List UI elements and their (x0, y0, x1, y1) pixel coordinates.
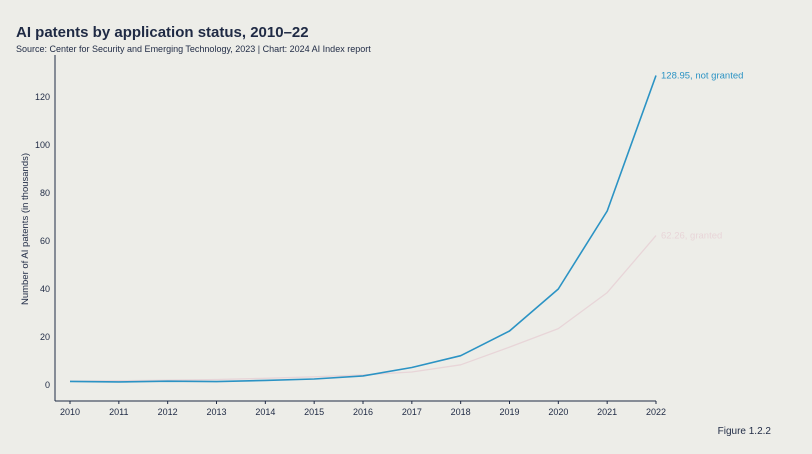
chart-title: AI patents by application status, 2010–2… (16, 24, 309, 41)
x-tick-label: 2016 (353, 407, 373, 417)
x-tick-label: 2015 (304, 407, 324, 417)
x-tick-label: 2011 (109, 407, 128, 417)
x-tick-label: 2012 (158, 407, 178, 417)
y-tick-label: 80 (40, 188, 50, 198)
end-labels: 62.26, granted 128.95, not granted (661, 71, 743, 242)
x-tick-label: 2021 (597, 407, 617, 417)
y-axis-title: Number of AI patents (in thousands) (20, 153, 31, 305)
x-tick-label: 2018 (451, 407, 471, 417)
end-label-not-granted: 128.95, not granted (661, 71, 743, 82)
x-tick-label: 2020 (548, 407, 568, 417)
y-tick-label: 60 (40, 236, 50, 246)
series-line-granted (69, 235, 657, 382)
y-tick-label: 40 (40, 284, 50, 294)
figure-number: Figure 1.2.2 (717, 426, 771, 437)
x-tick-label: 2017 (402, 407, 422, 417)
series-line-not-granted (69, 75, 657, 383)
y-tick-label: 20 (40, 332, 50, 342)
y-ticks: 0 20 40 60 80 100 120 (35, 92, 50, 390)
x-ticks: 2010 2011 2012 2013 2014 2015 2016 2017 2018 2019… (60, 401, 666, 417)
y-tick-label: 0 (45, 380, 50, 390)
y-tick-label: 100 (35, 140, 50, 150)
x-tick-label: 2022 (646, 407, 666, 417)
y-tick-label: 120 (35, 92, 50, 102)
x-tick-label: 2013 (206, 407, 226, 417)
x-tick-label: 2014 (255, 407, 275, 417)
end-label-granted: 62.26, granted (661, 231, 722, 242)
series-group (69, 75, 657, 383)
x-tick-label: 2010 (60, 407, 80, 417)
chart-source: Source: Center for Security and Emerging… (16, 44, 371, 54)
x-tick-label: 2019 (499, 407, 519, 417)
